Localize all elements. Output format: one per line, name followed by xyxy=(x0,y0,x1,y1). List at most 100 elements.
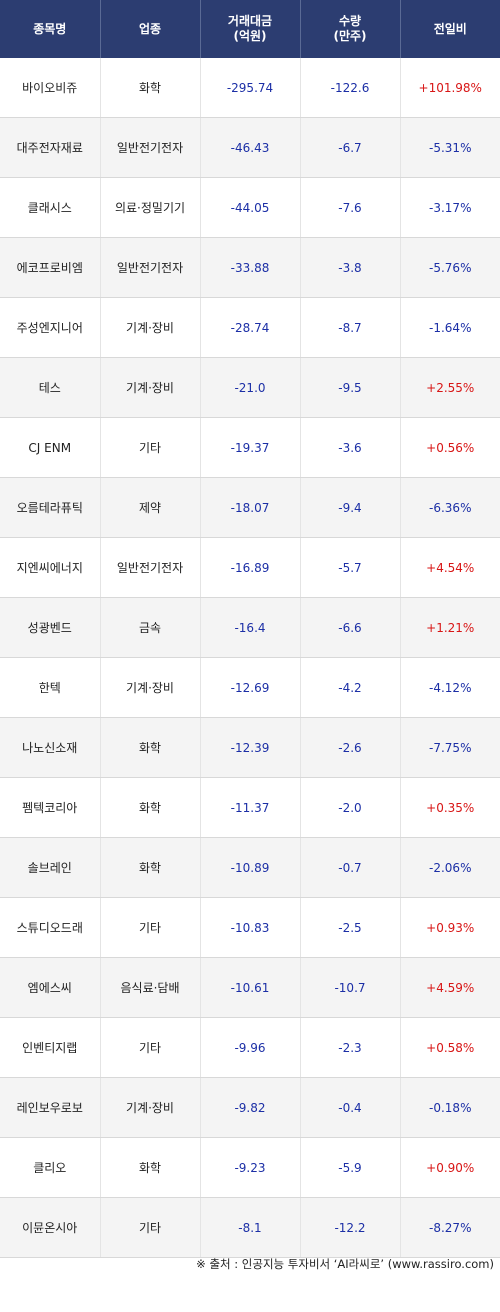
stock-name: 펨텍코리아 xyxy=(0,777,101,838)
trade-qty: -8.7 xyxy=(300,297,401,358)
stock-name: 스튜디오드래 xyxy=(0,897,101,958)
header-amount-unit: (억원) xyxy=(233,29,267,43)
table-row: 오름테라퓨틱 제약 -18.07 -9.4 -6.36% xyxy=(0,477,500,538)
trade-qty: -9.4 xyxy=(300,477,401,538)
trade-amount: -33.88 xyxy=(200,237,301,298)
header-qty-unit: (만주) xyxy=(333,29,367,43)
stock-sector: 일반전기전자 xyxy=(100,237,201,298)
price-change: -5.31% xyxy=(400,117,500,178)
price-change: -7.75% xyxy=(400,717,500,778)
trade-amount: -28.74 xyxy=(200,297,301,358)
stock-sector: 화학 xyxy=(100,837,201,898)
stock-sector: 기타 xyxy=(100,1197,201,1258)
trade-qty: -6.7 xyxy=(300,117,401,178)
stock-sector: 화학 xyxy=(100,777,201,838)
stock-name: 레인보우로보 xyxy=(0,1077,101,1138)
stock-sector: 기타 xyxy=(100,897,201,958)
table-row: 성광벤드 금속 -16.4 -6.6 +1.21% xyxy=(0,597,500,658)
stock-name: CJ ENM xyxy=(0,417,101,478)
trade-amount: -9.23 xyxy=(200,1137,301,1198)
trade-amount: -10.83 xyxy=(200,897,301,958)
table-row: 인벤티지랩 기타 -9.96 -2.3 +0.58% xyxy=(0,1017,500,1078)
trade-amount: -16.89 xyxy=(200,537,301,598)
stock-name: 나노신소재 xyxy=(0,717,101,778)
header-qty: 수량 (만주) xyxy=(300,0,401,58)
trade-amount: -12.69 xyxy=(200,657,301,718)
stock-sector: 음식료·담배 xyxy=(100,957,201,1018)
header-row: 종목명 업종 거래대금 (억원) 수량 (만주) 전일비 xyxy=(0,0,500,58)
header-sector-label: 업종 xyxy=(138,21,162,36)
table-row: 에코프로비엠 일반전기전자 -33.88 -3.8 -5.76% xyxy=(0,237,500,298)
trade-qty: -7.6 xyxy=(300,177,401,238)
trade-amount: -11.37 xyxy=(200,777,301,838)
source-footer: ※ 출처 : 인공지능 투자비서 ‘AI라씨로’ (www.rassiro.co… xyxy=(196,1257,494,1271)
stock-name: 인벤티지랩 xyxy=(0,1017,101,1078)
header-qty-label: 수량 xyxy=(338,14,362,28)
trade-amount: -10.89 xyxy=(200,837,301,898)
trade-qty: -2.6 xyxy=(300,717,401,778)
stock-sector: 기계·장비 xyxy=(100,297,201,358)
header-change: 전일비 xyxy=(400,0,500,58)
table-row: 클리오 화학 -9.23 -5.9 +0.90% xyxy=(0,1137,500,1198)
trade-amount: -9.82 xyxy=(200,1077,301,1138)
trade-amount: -18.07 xyxy=(200,477,301,538)
trade-amount: -10.61 xyxy=(200,957,301,1018)
table-row: 솔브레인 화학 -10.89 -0.7 -2.06% xyxy=(0,837,500,898)
stock-name: 주성엔지니어 xyxy=(0,297,101,358)
table-row: 바이오비쥬 화학 -295.74 -122.6 +101.98% xyxy=(0,58,500,118)
table-row: 한텍 기계·장비 -12.69 -4.2 -4.12% xyxy=(0,657,500,718)
header-change-label: 전일비 xyxy=(433,21,467,36)
stock-sector: 화학 xyxy=(100,717,201,778)
table-row: CJ ENM 기타 -19.37 -3.6 +0.56% xyxy=(0,417,500,478)
header-amount: 거래대금 (억원) xyxy=(200,0,301,58)
trade-qty: -3.6 xyxy=(300,417,401,478)
stock-name: 엠에스씨 xyxy=(0,957,101,1018)
price-change: +101.98% xyxy=(400,58,500,118)
trade-amount: -19.37 xyxy=(200,417,301,478)
stock-sector: 의료·정밀기기 xyxy=(100,177,201,238)
trade-qty: -12.2 xyxy=(300,1197,401,1258)
price-change: +1.21% xyxy=(400,597,500,658)
stock-table: 종목명 업종 거래대금 (억원) 수량 (만주) 전일비 바이오비쥬 화학 -295.7… xyxy=(0,0,500,1258)
header-amount-label: 거래대금 xyxy=(227,14,273,28)
stock-sector: 화학 xyxy=(100,1137,201,1198)
price-change: -3.17% xyxy=(400,177,500,238)
stock-sector: 금속 xyxy=(100,597,201,658)
stock-name: 한텍 xyxy=(0,657,101,718)
stock-sector: 일반전기전자 xyxy=(100,537,201,598)
trade-qty: -5.9 xyxy=(300,1137,401,1198)
price-change: +0.93% xyxy=(400,897,500,958)
table-row: 스튜디오드래 기타 -10.83 -2.5 +0.93% xyxy=(0,897,500,958)
trade-amount: -21.0 xyxy=(200,357,301,418)
price-change: -5.76% xyxy=(400,237,500,298)
trade-qty: -2.3 xyxy=(300,1017,401,1078)
table-row: 펨텍코리아 화학 -11.37 -2.0 +0.35% xyxy=(0,777,500,838)
stock-sector: 기계·장비 xyxy=(100,657,201,718)
trade-qty: -6.6 xyxy=(300,597,401,658)
price-change: -2.06% xyxy=(400,837,500,898)
stock-name: 성광벤드 xyxy=(0,597,101,658)
stock-name: 클래시스 xyxy=(0,177,101,238)
trade-qty: -0.4 xyxy=(300,1077,401,1138)
table-row: 나노신소재 화학 -12.39 -2.6 -7.75% xyxy=(0,717,500,778)
trade-amount: -44.05 xyxy=(200,177,301,238)
price-change: +4.54% xyxy=(400,537,500,598)
price-change: +0.58% xyxy=(400,1017,500,1078)
stock-name: 바이오비쥬 xyxy=(0,58,101,118)
trade-qty: -0.7 xyxy=(300,837,401,898)
trade-qty: -3.8 xyxy=(300,237,401,298)
table-row: 엠에스씨 음식료·담배 -10.61 -10.7 +4.59% xyxy=(0,957,500,1018)
table-row: 대주전자재료 일반전기전자 -46.43 -6.7 -5.31% xyxy=(0,117,500,178)
table-header: 종목명 업종 거래대금 (억원) 수량 (만주) 전일비 xyxy=(0,0,500,58)
table-row: 주성엔지니어 기계·장비 -28.74 -8.7 -1.64% xyxy=(0,297,500,358)
stock-name: 솔브레인 xyxy=(0,837,101,898)
trade-qty: -10.7 xyxy=(300,957,401,1018)
price-change: +0.56% xyxy=(400,417,500,478)
trade-amount: -46.43 xyxy=(200,117,301,178)
trade-amount: -12.39 xyxy=(200,717,301,778)
price-change: +0.35% xyxy=(400,777,500,838)
trade-amount: -9.96 xyxy=(200,1017,301,1078)
stock-name: 테스 xyxy=(0,357,101,418)
trade-qty: -2.5 xyxy=(300,897,401,958)
stock-sector: 제약 xyxy=(100,477,201,538)
